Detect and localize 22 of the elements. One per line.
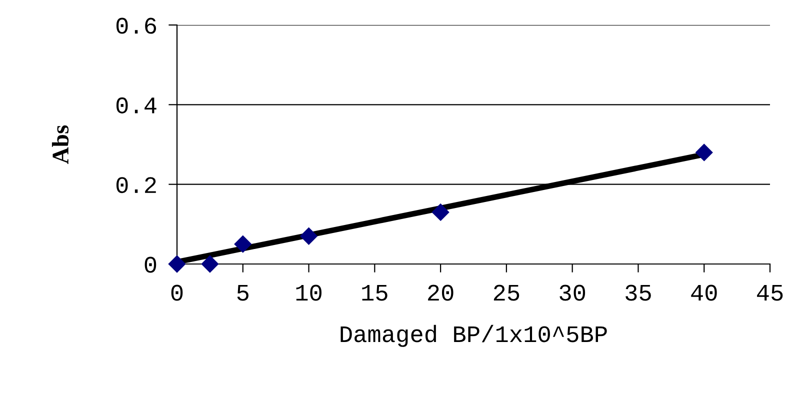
- point: [234, 236, 252, 253]
- x-tick-label: 20: [428, 284, 454, 301]
- point: [168, 255, 186, 273]
- x-tick-label: 35: [626, 284, 651, 301]
- y-tick-label: 0.2: [116, 177, 156, 194]
- x-tick-label: 5: [237, 285, 248, 301]
- y-tick-label: 0.4: [116, 97, 156, 114]
- point: [432, 204, 450, 221]
- point: [201, 255, 218, 273]
- x-tick-label: 10: [296, 284, 322, 301]
- x-tick-label: 45: [757, 285, 783, 301]
- x-tick-label: 30: [560, 284, 586, 301]
- y-axis-title: Abs: [52, 125, 69, 164]
- x-axis-title: Damaged BP/1x10^5BP: [340, 324, 607, 347]
- x-tick-label: 25: [494, 284, 520, 301]
- y-tick-label: 0.6: [116, 18, 156, 34]
- point: [300, 228, 318, 245]
- point: [696, 144, 713, 162]
- y-tick-label: 0: [144, 256, 156, 273]
- x-tick-label: 15: [362, 285, 388, 301]
- x-tick-label: 0: [171, 284, 183, 301]
- x-tick-label: 40: [691, 284, 717, 301]
